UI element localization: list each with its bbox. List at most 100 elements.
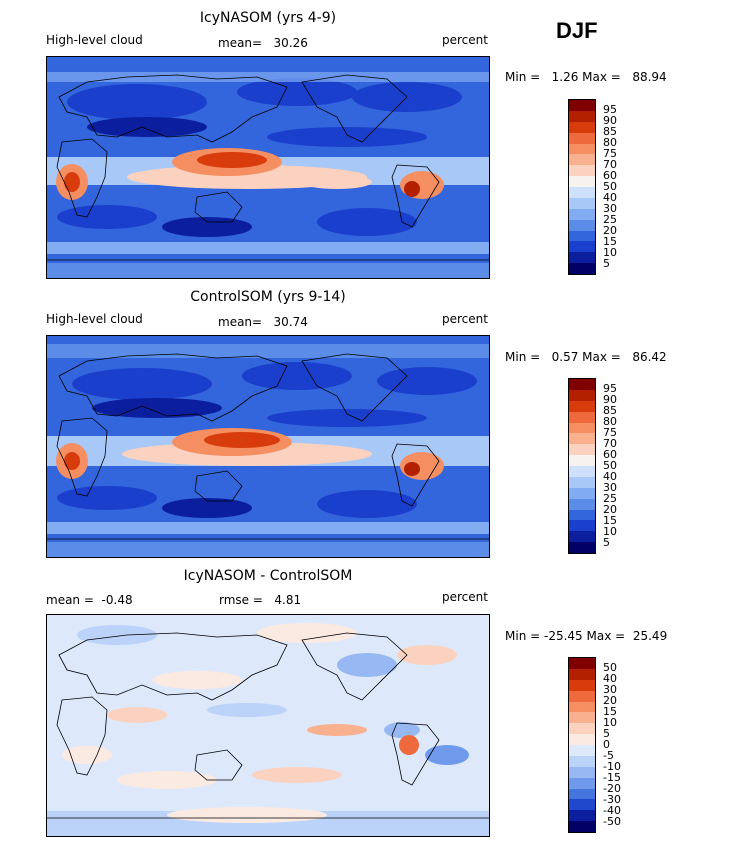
panel3-colorbar (568, 657, 596, 833)
colorbar-swatch (569, 755, 595, 767)
cloud-band (237, 78, 357, 106)
cloud-band (242, 362, 352, 390)
cloud-band (404, 462, 420, 476)
cloud-band (47, 542, 489, 557)
cloud-band (204, 432, 280, 448)
colorbar-tick-label: 5 (603, 727, 610, 740)
colorbar-swatch (569, 542, 595, 553)
colorbar-swatch (569, 799, 595, 811)
colorbar-tick-label: -15 (603, 771, 621, 784)
panel3-mean-label: mean = -0.48 (46, 593, 133, 607)
anomaly-patch (167, 807, 327, 823)
anomaly-patch (117, 771, 217, 789)
anomaly-patch (425, 745, 469, 765)
cloud-band (47, 242, 489, 254)
anomaly-patch (399, 735, 419, 755)
australia-outline (194, 191, 243, 223)
panel2-variable-label: High-level cloud (46, 312, 143, 326)
africa-outline (56, 696, 108, 776)
south-america-outline (391, 164, 440, 228)
colorbar-swatch (569, 668, 595, 680)
panel3-rmse-label: rmse = 4.81 (219, 593, 301, 607)
panel2-colorbar (568, 378, 596, 554)
colorbar-tick-label: 0 (603, 738, 610, 751)
cloud-band (64, 172, 80, 192)
colorbar-tick-label: 25 (603, 492, 617, 505)
australia-outline (194, 470, 243, 502)
colorbar-swatch (569, 734, 595, 745)
anomaly-patch (257, 623, 357, 643)
colorbar-tick-label: 75 (603, 426, 617, 439)
colorbar-swatch (569, 400, 595, 412)
colorbar-tick-label: 10 (603, 525, 617, 538)
south-america-outline (391, 722, 440, 786)
colorbar-swatch (569, 263, 595, 274)
cloud-band (377, 367, 477, 395)
panel1-variable-label: High-level cloud (46, 33, 143, 47)
colorbar-swatch (569, 455, 595, 466)
colorbar-swatch (569, 788, 595, 800)
colorbar-swatch (569, 100, 595, 111)
colorbar-tick-label: 85 (603, 404, 617, 417)
cloud-band (64, 452, 80, 470)
colorbar-swatch (569, 422, 595, 434)
colorbar-swatch (569, 379, 595, 390)
colorbar-swatch (569, 777, 595, 789)
colorbar-swatch (569, 187, 595, 198)
colorbar-swatch (569, 208, 595, 220)
australia-outline (194, 749, 243, 781)
colorbar-swatch (569, 389, 595, 401)
eurasia-outline (58, 74, 288, 143)
panel3-min-value: -25.45 (544, 629, 583, 643)
panel1-map-svg (47, 57, 489, 278)
colorbar-swatch (569, 411, 595, 423)
colorbar-swatch (569, 690, 595, 702)
colorbar-tick-label: 80 (603, 415, 617, 428)
anomaly-patch (252, 767, 342, 783)
colorbar-swatch (569, 143, 595, 155)
panel2-mean-text: mean= (218, 315, 263, 329)
panel1-minmax: Min = 1.26 Max = 88.94 (505, 70, 667, 84)
panel1-colorbar (568, 99, 596, 275)
panel3-mean-value: -0.48 (101, 593, 133, 607)
colorbar-swatch (569, 121, 595, 133)
anomaly-patch (307, 724, 367, 736)
colorbar-tick-label: 60 (603, 448, 617, 461)
colorbar-swatch (569, 252, 595, 264)
north-america-outline (301, 74, 408, 143)
colorbar-swatch (569, 132, 595, 144)
cloud-band (47, 72, 489, 82)
colorbar-swatch (569, 154, 595, 166)
colorbar-tick-label: 85 (603, 125, 617, 138)
cloud-band (197, 152, 267, 168)
colorbar-tick-label: 5 (603, 536, 610, 549)
colorbar-tick-label: 50 (603, 459, 617, 472)
colorbar-tick-label: 15 (603, 705, 617, 718)
cloud-band (47, 522, 489, 534)
colorbar-tick-label: 70 (603, 158, 617, 171)
colorbar-tick-label: 90 (603, 393, 617, 406)
colorbar-tick-label: 40 (603, 672, 617, 685)
anomaly-patch (207, 703, 287, 717)
panel3-map (46, 614, 490, 837)
cloud-band (317, 490, 417, 518)
colorbar-swatch (569, 476, 595, 488)
cloud-band (162, 217, 252, 237)
colorbar-swatch (569, 197, 595, 209)
colorbar-swatch (569, 766, 595, 778)
panel3-rmse-text: rmse = (219, 593, 263, 607)
panel1-mean-label: mean= 30.26 (218, 36, 308, 50)
colorbar-tick-label: 95 (603, 103, 617, 116)
colorbar-tick-label: 50 (603, 180, 617, 193)
panel3-min-label: Min = (505, 629, 541, 643)
colorbar-tick-label: -50 (603, 815, 621, 828)
panel3-max-value: 25.49 (632, 629, 668, 643)
africa-outline (56, 417, 108, 497)
colorbar-swatch (569, 241, 595, 253)
cloud-band (47, 344, 489, 358)
anomaly-patch (77, 625, 157, 645)
colorbar-tick-label: 25 (603, 213, 617, 226)
cloud-band (302, 175, 372, 189)
cloud-band (267, 127, 427, 147)
cloud-band (317, 208, 417, 236)
